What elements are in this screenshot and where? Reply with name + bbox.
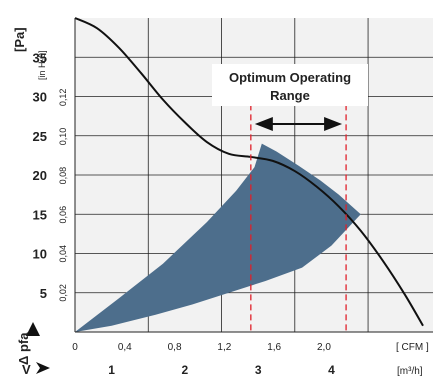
y-tick-pa-35: 35 — [33, 50, 47, 65]
optimum-range-markers — [250, 104, 347, 332]
y-axis-unit-inh2o: [in H₂0] — [37, 50, 47, 80]
x-axis-arrow-icon — [36, 362, 50, 374]
range-arrow-left-head — [254, 116, 273, 131]
x-tick-m3h-2: 2 — [182, 363, 189, 377]
y-tick-inh2o-2: 0,06 — [58, 206, 68, 224]
x-tick-m3h-4: 4 — [328, 363, 335, 377]
x-axis-unit-m3h: [m³/h] — [397, 366, 423, 377]
y-tick-inh2o-3: 0,08 — [58, 167, 68, 185]
x-tick-m3h-3: 3 — [255, 363, 262, 377]
x-tick-m3h-1: 1 — [108, 363, 115, 377]
y-tick-pa-25: 25 — [33, 129, 47, 144]
y-axis-arrow-icon — [26, 322, 40, 336]
x-tick-cfm-0: 0 — [72, 342, 78, 353]
x-tick-cfm-4: 1,6 — [267, 342, 281, 353]
y-axis-label: Δ pfa — [16, 332, 31, 365]
annotation-title-line1: Optimum Operating — [229, 70, 351, 85]
y-tick-pa-20: 20 — [33, 168, 47, 183]
x-axis-flow-symbol: V̇ — [22, 362, 31, 377]
annotation-title-line2: Range — [270, 88, 310, 103]
x-tick-cfm-1: 0,4 — [118, 342, 132, 353]
y-tick-pa-15: 15 — [33, 207, 47, 222]
x-tick-cfm-2: 0,8 — [168, 342, 182, 353]
y-axis-unit-pa: [Pa] — [12, 27, 27, 52]
x-tick-cfm-3: 1,2 — [217, 342, 231, 353]
y-tick-inh2o-1: 0,04 — [58, 245, 68, 263]
y-tick-inh2o-5: 0,12 — [58, 89, 68, 107]
y-tick-pa-10: 10 — [33, 247, 47, 262]
optimum-region-area — [75, 143, 361, 332]
annotation-background — [212, 64, 368, 106]
range-arrow-right-head — [324, 116, 343, 131]
y-tick-pa-5: 5 — [40, 286, 47, 301]
axes: 5 10 15 20 25 30 35 0,02 0,04 0,06 0,08 0,10 0,12 0 0,… — [26, 18, 433, 377]
y-tick-inh2o-0: 0,02 — [58, 284, 68, 302]
optimum-region — [75, 143, 361, 332]
y-tick-pa-30: 30 — [33, 90, 47, 105]
x-axis-unit-cfm: [ CFM ] — [396, 342, 429, 353]
x-tick-cfm-5: 2,0 — [317, 342, 331, 353]
y-tick-inh2o-4: 0,10 — [58, 128, 68, 146]
